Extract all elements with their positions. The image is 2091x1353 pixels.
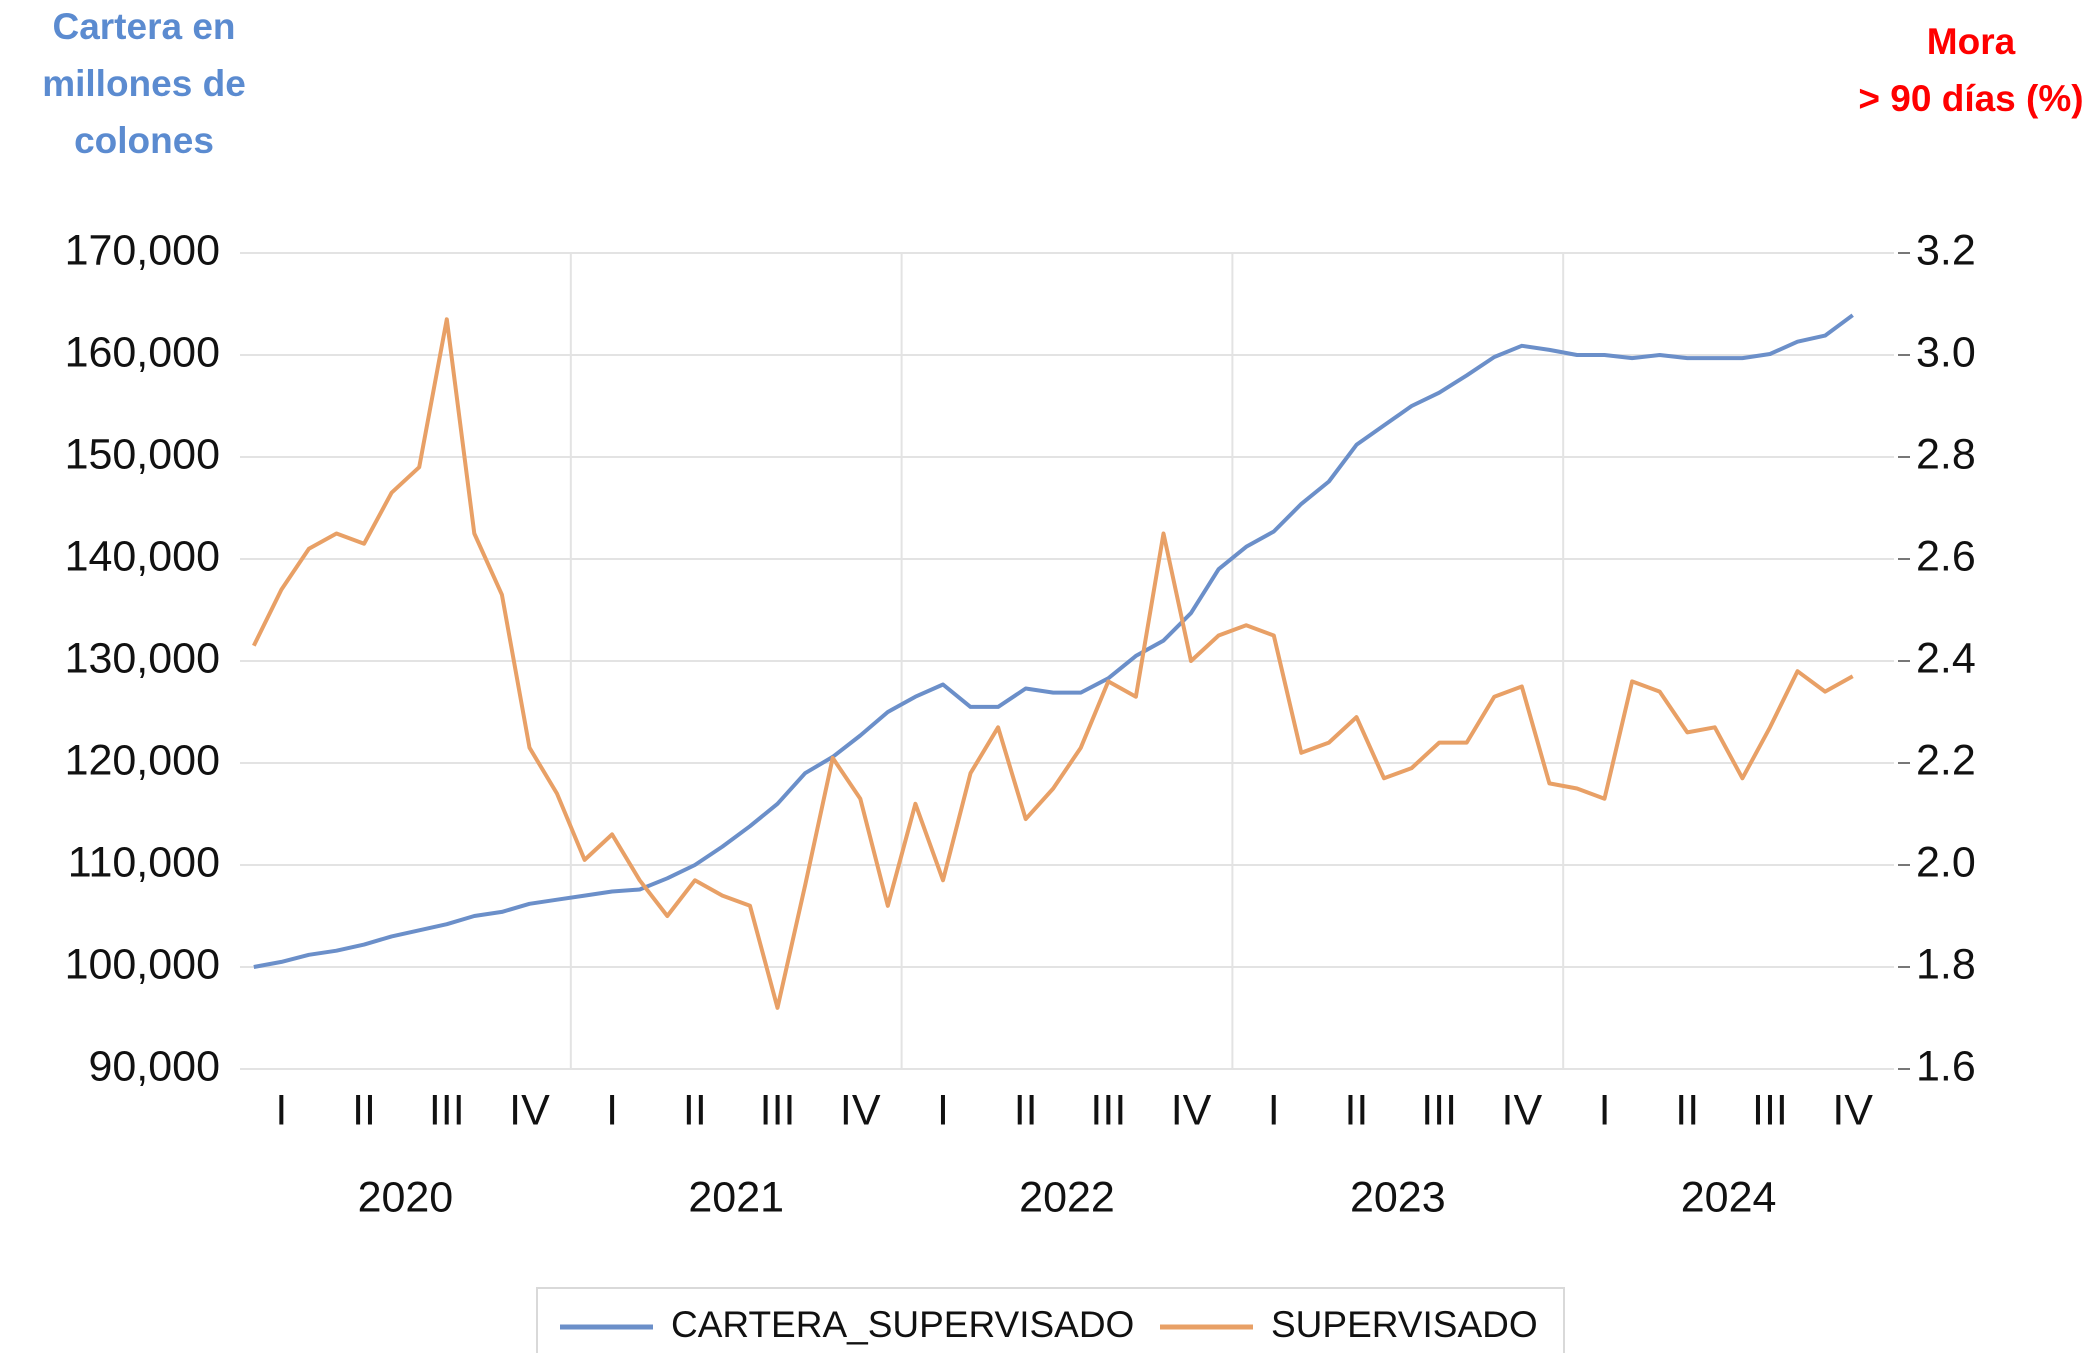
y-tick-label: 160,000 <box>65 328 220 376</box>
y-axis-title: millones de <box>42 63 246 104</box>
quarter-label: II <box>1675 1086 1699 1134</box>
quarter-label: III <box>429 1086 465 1134</box>
y2-tick-label: 2.2 <box>1916 736 1976 784</box>
y2-tick-label: 3.2 <box>1916 226 1976 274</box>
y-axis-title: colones <box>74 120 214 161</box>
legend-box <box>536 1287 1565 1353</box>
y2-tick-label: 2.8 <box>1916 430 1976 478</box>
quarter-label: I <box>275 1086 287 1134</box>
year-label: 2021 <box>688 1173 784 1221</box>
quarter-label: III <box>1090 1086 1126 1134</box>
quarter-label: IV <box>1171 1086 1212 1134</box>
y-tick-label: 100,000 <box>65 940 220 988</box>
quarter-label: III <box>760 1086 796 1134</box>
year-label: 2022 <box>1019 1173 1115 1221</box>
y2-tick-label: 1.6 <box>1916 1042 1976 1090</box>
quarter-label: IV <box>1832 1086 1873 1134</box>
year-label: 2020 <box>358 1173 454 1221</box>
year-label: 2024 <box>1681 1173 1777 1221</box>
quarter-label: I <box>1599 1086 1611 1134</box>
quarter-label: II <box>1344 1086 1368 1134</box>
y-tick-label: 120,000 <box>65 736 220 784</box>
quarter-label: IV <box>1502 1086 1543 1134</box>
y2-axis-title: > 90 días (%) <box>1858 78 2083 119</box>
y2-tick-label: 2.0 <box>1916 838 1976 886</box>
quarter-label: II <box>683 1086 707 1134</box>
y-tick-label: 110,000 <box>68 838 220 886</box>
y-tick-label: 140,000 <box>65 532 220 580</box>
legend-label: SUPERVISADO <box>1271 1304 1538 1345</box>
quarter-label: II <box>352 1086 376 1134</box>
series-line <box>252 317 1854 1010</box>
quarter-label: IV <box>509 1086 550 1134</box>
series-line <box>253 313 1854 969</box>
legend-label: CARTERA_SUPERVISADO <box>671 1304 1134 1345</box>
year-label: 2023 <box>1350 1173 1446 1221</box>
y-tick-label: 90,000 <box>88 1042 220 1090</box>
y2-tick-label: 2.4 <box>1916 634 1976 682</box>
y-tick-label: 130,000 <box>65 634 220 682</box>
y2-axis-title: Mora <box>1927 21 2016 62</box>
y-tick-label: 150,000 <box>65 430 220 478</box>
y-tick-label: 170,000 <box>65 226 220 274</box>
quarter-label: I <box>1268 1086 1280 1134</box>
y-axis-title: Cartera en <box>52 6 235 47</box>
quarter-label: IV <box>840 1086 881 1134</box>
quarter-label: I <box>606 1086 618 1134</box>
y2-tick-label: 3.0 <box>1916 328 1976 376</box>
quarter-label: III <box>1421 1086 1457 1134</box>
quarter-label: I <box>937 1086 949 1134</box>
y2-tick-label: 1.8 <box>1916 940 1976 988</box>
y2-tick-label: 2.6 <box>1916 532 1976 580</box>
quarter-label: II <box>1014 1086 1038 1134</box>
quarter-label: III <box>1752 1086 1788 1134</box>
